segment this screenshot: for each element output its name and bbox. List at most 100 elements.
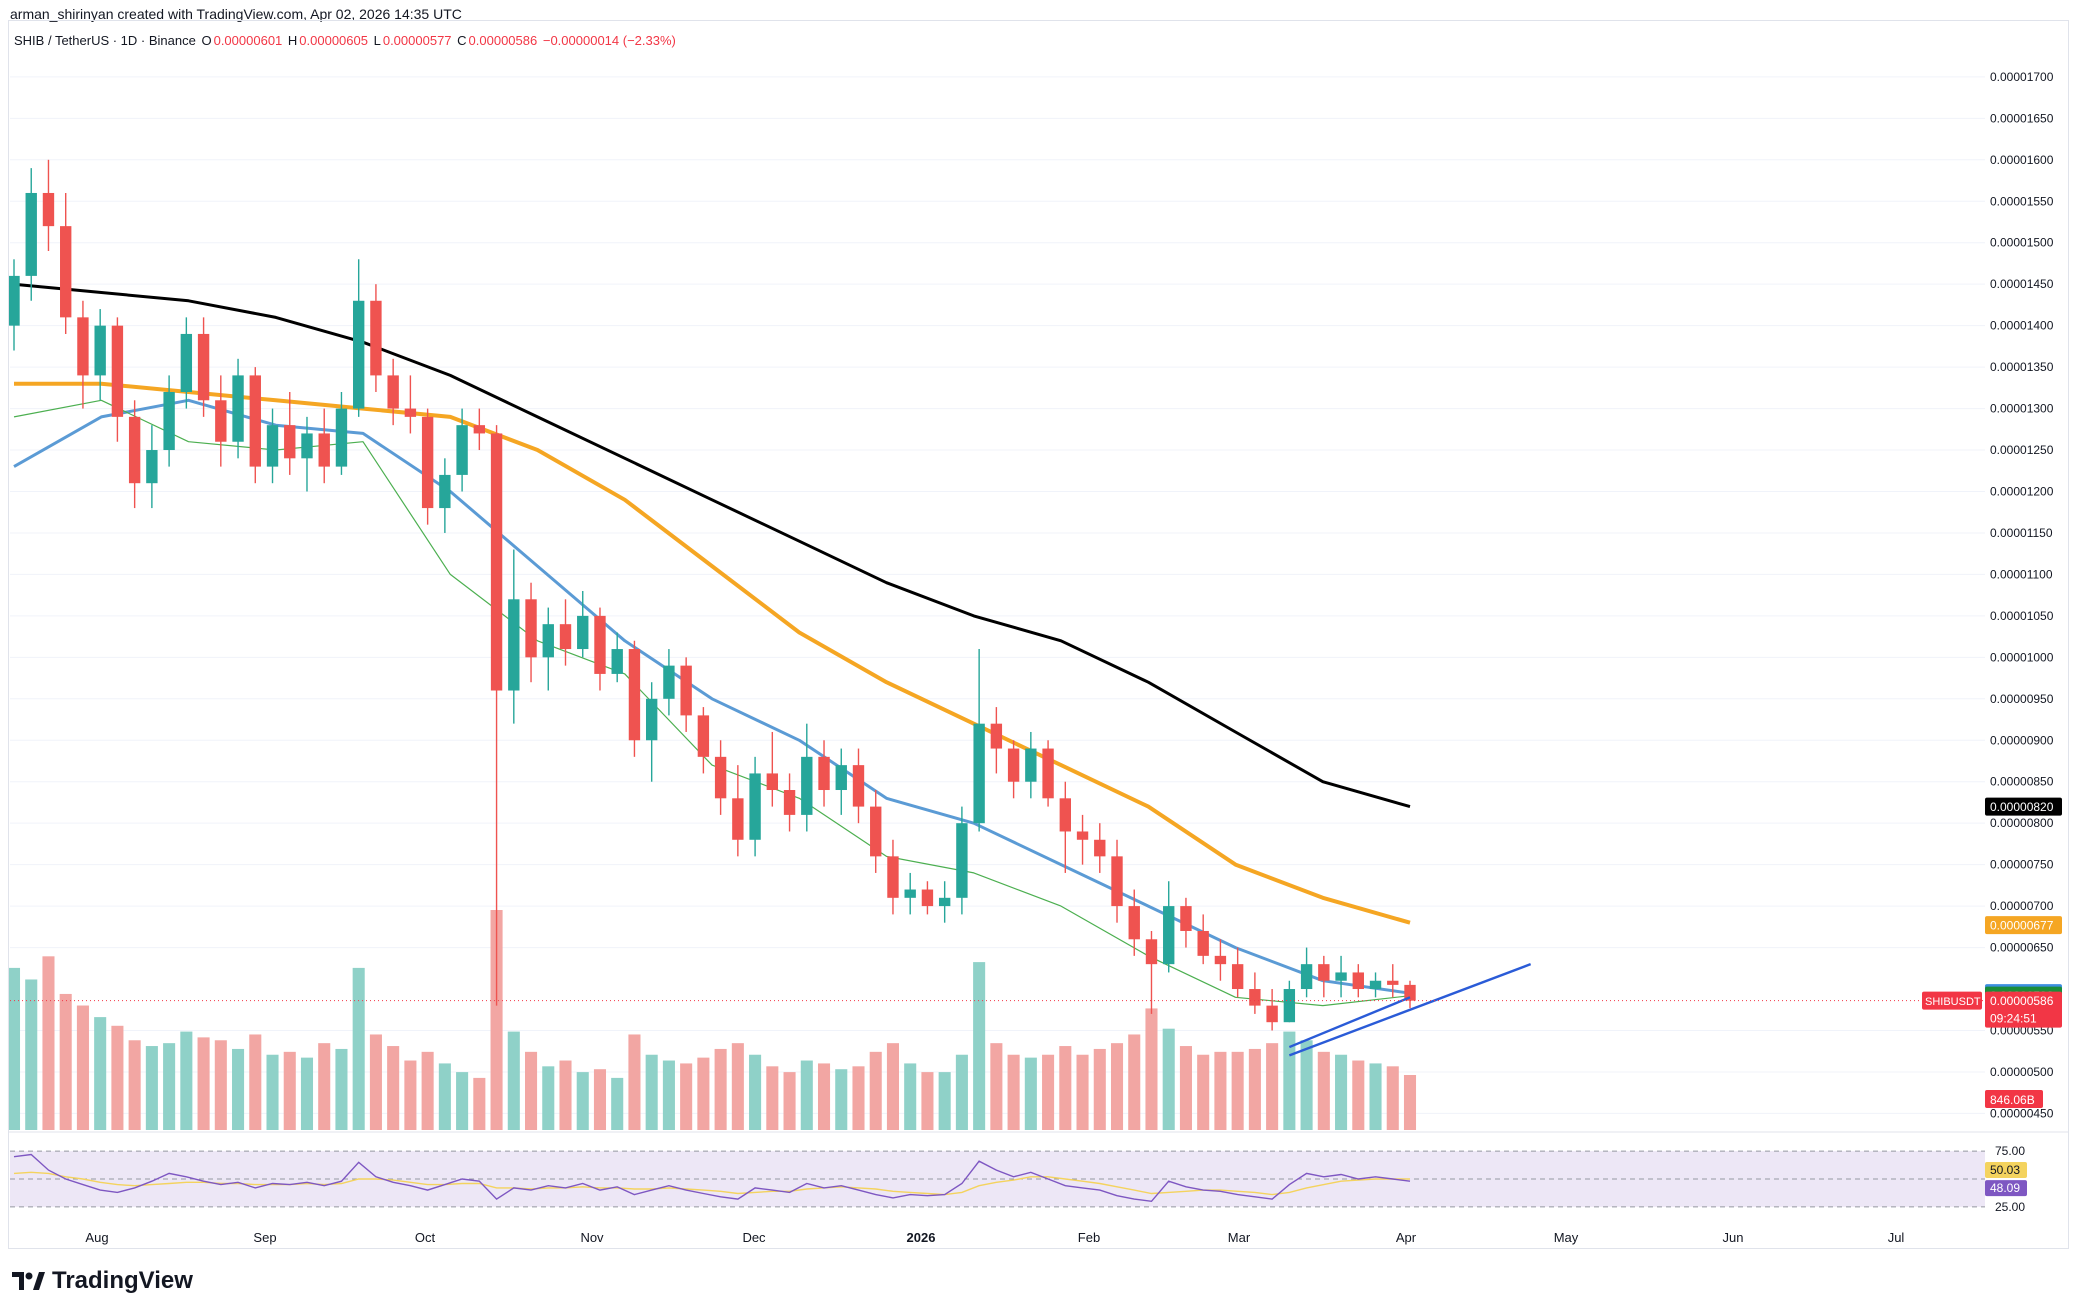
candle-body (904, 889, 916, 898)
volume-bar (94, 1017, 107, 1130)
price-tick-label: 0.00001600 (1990, 153, 2054, 167)
volume-bar (1283, 1031, 1296, 1130)
price-tick-label: 0.00000750 (1990, 858, 2054, 872)
candle (1387, 964, 1399, 998)
candle (284, 391, 296, 475)
candle-body (1249, 989, 1261, 1006)
volume-bar (387, 1046, 400, 1130)
time-tick-label: Apr (1396, 1230, 1417, 1245)
candle (818, 740, 830, 807)
candle (921, 881, 934, 915)
volume-bar (645, 1054, 658, 1130)
candle-body (818, 756, 830, 791)
candle-body (1300, 964, 1313, 990)
price-tick-label: 0.00001000 (1990, 650, 2054, 664)
candle-body (1094, 839, 1106, 857)
candle-body (1025, 748, 1037, 782)
time-tick-label: Sep (253, 1230, 276, 1245)
candle (473, 408, 486, 451)
candle-body (732, 798, 744, 840)
close-value: 0.00000586 (468, 33, 538, 48)
candle-body (1266, 1005, 1278, 1023)
volume-bar (990, 1043, 1003, 1130)
time-axis[interactable]: Aug Sep Oct Nov Dec 2026 Feb Mar Apr May Jun Jul (85, 1230, 1904, 1245)
price-tick-label: 0.00000450 (1990, 1106, 2054, 1120)
last-price-label: 0.00000586 (1990, 994, 2054, 1008)
candle (577, 591, 589, 658)
tradingview-logo[interactable]: TradingView (12, 1267, 193, 1295)
candle-body (77, 317, 89, 376)
candle-body (42, 192, 55, 227)
candle-body (439, 474, 451, 509)
low-value: 0.00000577 (382, 33, 452, 48)
volume-bar (1335, 1054, 1348, 1130)
symbol-name[interactable]: SHIB / TetherUS · 1D · Binance (14, 33, 196, 48)
price-tick-label: 0.00001500 (1990, 236, 2054, 250)
candle-body (921, 889, 934, 907)
trendlines[interactable] (1288, 963, 1532, 1057)
price-axis[interactable]: 0.00001700 0.00001650 0.00001600 0.00001550… (1990, 70, 2054, 1121)
candle (439, 458, 451, 533)
candle-body (215, 400, 227, 442)
candle (1249, 972, 1261, 1014)
candle-body (335, 408, 348, 467)
candle (94, 309, 106, 401)
candle-body (1128, 906, 1140, 940)
rsi-tick-label: 75.00 (1995, 1144, 2025, 1158)
volume-bar (197, 1037, 210, 1130)
candle-body (852, 765, 865, 807)
volume-bar (1386, 1066, 1399, 1130)
volume-bar (800, 1060, 813, 1130)
volume-bar (232, 1048, 245, 1130)
candle-body (835, 765, 847, 791)
volume-bar (1231, 1051, 1244, 1130)
candles[interactable] (8, 159, 1416, 1031)
volume-bar (1317, 1051, 1330, 1130)
candle (404, 375, 417, 434)
candle (663, 649, 675, 716)
candle (318, 408, 330, 484)
rsi-ma-value-label: 50.03 (1990, 1163, 2020, 1177)
price-tick-label: 0.00001200 (1990, 484, 2054, 498)
close-label: C (457, 33, 467, 48)
candle (852, 748, 865, 824)
candle-body (456, 425, 468, 475)
volume-bar (921, 1072, 934, 1130)
candle (1318, 955, 1330, 998)
open-label: O (201, 33, 212, 48)
candle-body (197, 333, 210, 401)
ma-200-line (13, 282, 1411, 809)
price-tick-label: 0.00000700 (1990, 899, 2054, 913)
candle (887, 839, 899, 915)
candle-body (990, 723, 1003, 749)
volume-bars (7, 910, 1417, 1130)
candle (766, 731, 779, 807)
candle (421, 408, 434, 525)
candle (370, 284, 382, 392)
last-price-bg (1985, 991, 2062, 1028)
time-tick-label: Mar (1228, 1230, 1251, 1245)
candle (559, 599, 572, 666)
candle (1352, 964, 1364, 998)
candle-body (1214, 955, 1227, 965)
candle (1076, 814, 1089, 865)
open-value: 0.00000601 (213, 33, 283, 48)
candle (732, 765, 744, 857)
candle-body (387, 375, 399, 409)
candle-body (370, 300, 382, 376)
volume-bar (766, 1066, 779, 1130)
volume-bar (249, 1034, 262, 1130)
candle-body (1180, 906, 1192, 931)
candle-body (663, 665, 675, 699)
rsi-pane[interactable]: 75.00 25.00 50.03 48.09 (10, 1144, 2027, 1214)
volume-bar (835, 1069, 848, 1130)
candle (128, 400, 141, 509)
candle (973, 649, 985, 832)
time-tick-label: Aug (85, 1230, 108, 1245)
volume-bar (438, 1063, 451, 1130)
candle-body (284, 425, 296, 459)
candle (783, 773, 796, 832)
price-tick-label: 0.00001650 (1990, 111, 2054, 125)
candle (1042, 740, 1054, 807)
